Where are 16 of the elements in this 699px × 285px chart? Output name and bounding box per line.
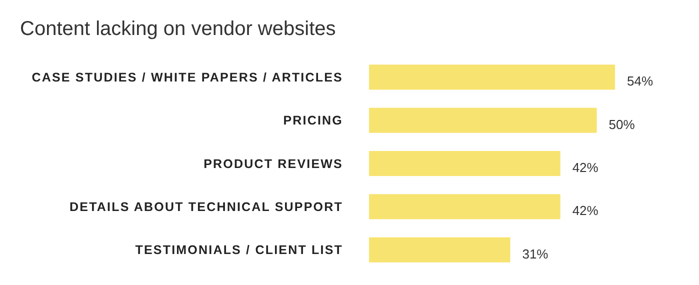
- data-label: 42%: [572, 203, 599, 218]
- y-tick-label: CASE STUDIES / WHITE PAPERS / ARTICLES: [32, 70, 343, 85]
- data-label: 54%: [627, 74, 654, 89]
- bar: [369, 237, 510, 262]
- data-label: 31%: [522, 246, 549, 262]
- y-tick-label: PRICING: [283, 114, 343, 128]
- data-label: 42%: [572, 160, 599, 176]
- text: Content lacking on vendor websites: [20, 18, 336, 40]
- y-tick-label: TESTIMONIALS / CLIENT LIST: [135, 243, 343, 258]
- bar: [369, 108, 597, 133]
- bar: [369, 150, 560, 176]
- data-label: 50%: [608, 116, 636, 132]
- bar: [369, 194, 560, 220]
- bar: [369, 64, 615, 90]
- y-tick-label: DETAILS ABOUT TECHNICAL SUPPORT: [70, 200, 343, 214]
- y-tick-label: PRODUCT REVIEWS: [204, 156, 343, 171]
